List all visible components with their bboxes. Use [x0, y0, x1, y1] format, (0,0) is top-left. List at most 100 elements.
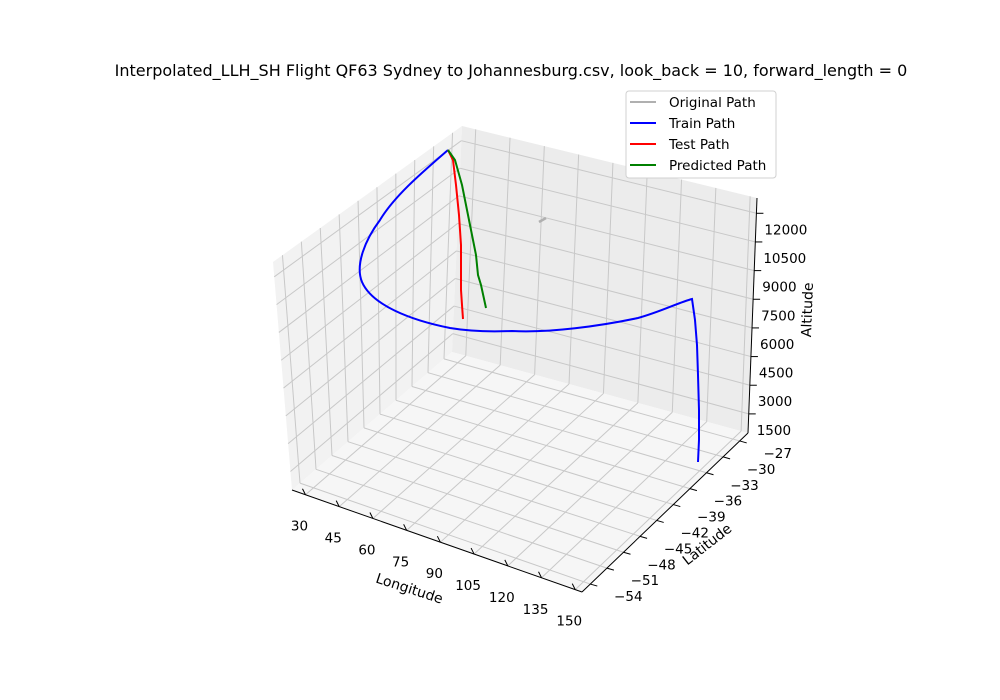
data-paths: [358, 149, 700, 463]
tick-mark-y: [739, 440, 747, 444]
gridline-y: [395, 399, 691, 490]
legend-label-test-path: Test Path: [668, 137, 730, 153]
gridline-y: [411, 386, 707, 474]
gridline-x: [305, 355, 467, 496]
gridline-z: [457, 222, 754, 300]
gridline-x-back: [740, 196, 751, 432]
tick-label-y: −51: [631, 573, 660, 589]
gridline-z-side: [290, 333, 454, 472]
gridline-y-side: [411, 159, 416, 387]
gridline-y-side: [357, 200, 365, 428]
series-line-train-path: [358, 149, 700, 463]
gridline-z-side: [278, 195, 460, 333]
gridline-z-side: [283, 250, 457, 389]
gridline-y-side: [443, 132, 454, 359]
legend-label-predicted-path: Predicted Path: [669, 158, 766, 174]
legend-label-train-path: Train Path: [668, 116, 735, 132]
tick-mark-y: [656, 519, 664, 523]
tick-label-x: 45: [325, 531, 342, 547]
tick-mark-y: [590, 583, 598, 587]
tick-label-x: 135: [523, 602, 549, 618]
tick-label-x: 150: [556, 614, 582, 630]
gridline-z: [456, 250, 753, 329]
tick-label-z: 3000: [758, 394, 792, 410]
gridline-z-side: [285, 278, 456, 417]
tick-label-x: 30: [291, 519, 308, 535]
tick-mark-x: [538, 571, 542, 578]
tick-label-z: 9000: [762, 280, 796, 296]
gridline-y: [379, 413, 674, 506]
gridline-x: [406, 383, 570, 531]
tick-label-z: 10500: [763, 251, 806, 267]
series-line-original-path: [538, 216, 547, 224]
tick-mark-y: [722, 456, 731, 460]
z-axis-label: Altitude: [799, 282, 817, 337]
gridline-y: [299, 482, 591, 585]
tick-label-z: 1500: [757, 423, 791, 439]
gridline-y: [443, 358, 740, 442]
tick-label-x: 75: [392, 554, 409, 570]
legend-box: [625, 90, 777, 179]
legend-label-original-path: Original Path: [669, 95, 756, 111]
gridline-x-back: [534, 146, 545, 375]
tick-mark-x: [369, 512, 374, 519]
gridline-y-side: [338, 214, 349, 442]
tick-mark-x: [571, 583, 576, 590]
gridline-z: [458, 195, 755, 272]
tick-label-x: 105: [455, 578, 481, 594]
gridline-z: [453, 305, 750, 386]
tick-mark-y: [639, 535, 648, 539]
tick-label-y: −33: [730, 478, 759, 494]
tick-mark-y: [606, 567, 615, 571]
gridline-z: [461, 140, 757, 214]
left-pane: [273, 126, 462, 490]
tick-mark-x: [302, 488, 306, 495]
tick-mark-x: [403, 524, 408, 531]
gridline-x-back: [499, 137, 511, 366]
gridline-y-side: [319, 227, 333, 456]
gridline-y: [427, 372, 724, 458]
gridline-y-side: [300, 241, 317, 470]
gridline-z-side: [273, 140, 462, 278]
legend: Original Path Train Path Test Path Predi…: [625, 90, 777, 179]
gridline-x-back: [706, 187, 717, 422]
tick-mark-y: [706, 472, 714, 476]
gridline-x: [473, 402, 639, 555]
tick-mark-y: [689, 488, 698, 492]
tick-label-y: −39: [697, 510, 726, 526]
gridline-x-back: [568, 154, 580, 385]
gridlines: [273, 129, 757, 590]
gridline-x: [338, 364, 501, 507]
gridline-y-side: [427, 146, 435, 373]
tick-labels: 30 45 60 75 90 105 120 135 150 −54−51−48−45−42−39…: [291, 197, 807, 630]
gridline-z: [460, 167, 756, 243]
gridline-x: [440, 393, 604, 543]
gridline-y: [363, 427, 657, 521]
gridline-y: [347, 441, 641, 537]
gridline-x: [507, 411, 673, 567]
chart-title: Interpolated_LLH_SH Flight QF63 Sydney t…: [115, 61, 908, 81]
tick-label-y: −36: [714, 494, 743, 510]
tick-label-y: −30: [747, 462, 776, 478]
x-axis-line: [291, 489, 583, 593]
gridline-x-back: [602, 162, 614, 394]
gridline-z-side: [287, 305, 455, 445]
tick-mark-x: [335, 500, 340, 507]
tick-label-z: 4500: [759, 366, 793, 382]
gridline-z: [455, 278, 752, 358]
gridline-y: [331, 455, 624, 553]
tick-label-y: −45: [664, 541, 693, 557]
tick-label-z: 12000: [764, 222, 807, 238]
y-axis-line: [581, 432, 749, 593]
gridline-x: [541, 421, 708, 579]
gridline-x-back: [465, 129, 477, 356]
tick-mark-y: [623, 551, 631, 555]
gridline-x: [574, 430, 742, 590]
tick-label-x: 90: [426, 566, 443, 582]
tick-mark-x: [504, 559, 509, 567]
gridline-x-back: [637, 171, 648, 403]
tick-label-y: −48: [647, 557, 676, 573]
tick-label-y: −54: [614, 589, 643, 605]
gridline-x-back: [671, 179, 683, 413]
tick-label-x: 60: [358, 542, 375, 558]
